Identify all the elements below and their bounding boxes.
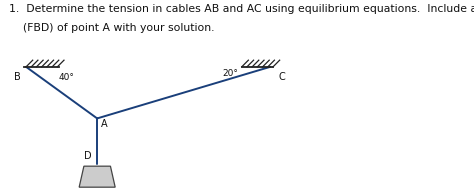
Text: C: C	[279, 72, 285, 82]
Polygon shape	[79, 166, 115, 187]
Text: D: D	[84, 151, 91, 161]
Text: 40°: 40°	[58, 73, 74, 82]
Text: B: B	[14, 72, 20, 82]
Text: 20°: 20°	[222, 69, 238, 78]
Text: 1.  Determine the tension in cables AB and AC using equilibrium equations.  Incl: 1. Determine the tension in cables AB an…	[9, 4, 474, 14]
Text: A: A	[101, 119, 108, 129]
Text: (FBD) of point A with your solution.: (FBD) of point A with your solution.	[9, 23, 215, 33]
